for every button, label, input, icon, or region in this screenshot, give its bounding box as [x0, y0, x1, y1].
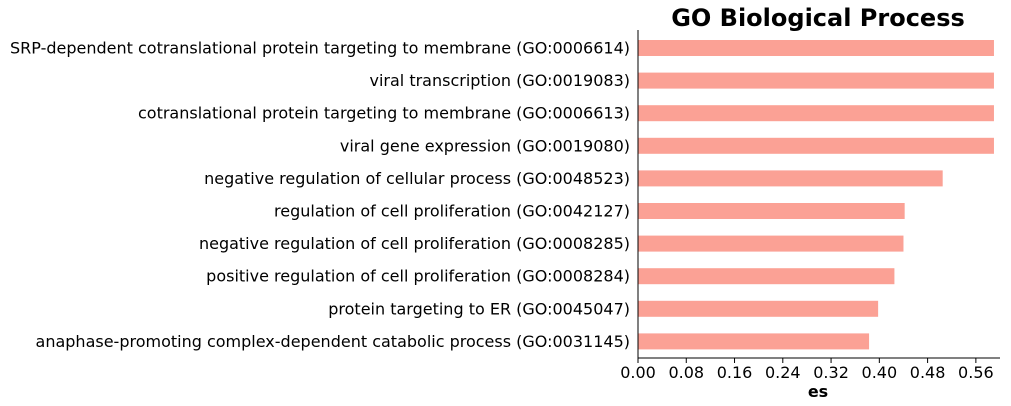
x-tick-label-3: 0.24 [765, 363, 801, 382]
category-label-9: anaphase-promoting complex-dependent cat… [36, 332, 630, 351]
bar-8 [638, 300, 879, 317]
bar-7 [638, 268, 895, 285]
bar-4 [638, 170, 943, 187]
bar-6 [638, 235, 904, 252]
bar-2 [638, 105, 994, 122]
bar-1 [638, 72, 994, 89]
category-label-1: viral transcription (GO:0019083) [369, 71, 630, 90]
bar-0 [638, 40, 994, 56]
category-label-6: negative regulation of cell proliferatio… [199, 234, 630, 253]
x-tick-label-1: 0.08 [668, 363, 704, 382]
category-label-5: regulation of cell proliferation (GO:004… [274, 202, 630, 221]
x-tick-label-2: 0.16 [717, 363, 753, 382]
x-tick-label-6: 0.48 [910, 363, 946, 382]
bars-group [638, 40, 994, 350]
x-axis-label: es [808, 382, 828, 401]
x-tick-label-7: 0.56 [958, 363, 994, 382]
category-label-2: cotranslational protein targeting to mem… [138, 104, 630, 123]
category-label-4: negative regulation of cellular process … [204, 169, 630, 188]
category-labels-group: SRP-dependent cotranslational protein ta… [10, 39, 630, 351]
category-label-8: protein targeting to ER (GO:0045047) [328, 299, 630, 318]
bar-9 [638, 333, 870, 350]
bar-5 [638, 203, 905, 219]
x-tick-label-4: 0.32 [813, 363, 849, 382]
category-label-3: viral gene expression (GO:0019080) [340, 136, 630, 155]
category-label-0: SRP-dependent cotranslational protein ta… [10, 39, 630, 58]
x-tick-label-5: 0.40 [862, 363, 898, 382]
bar-3 [638, 137, 994, 154]
x-tick-label-0: 0.00 [620, 363, 656, 382]
chart-title: GO Biological Process [671, 4, 965, 32]
category-label-7: positive regulation of cell proliferatio… [206, 267, 630, 286]
x-ticks-group: 0.00 0.08 0.16 0.24 0.32 0.40 0.48 0.56 [620, 358, 994, 382]
